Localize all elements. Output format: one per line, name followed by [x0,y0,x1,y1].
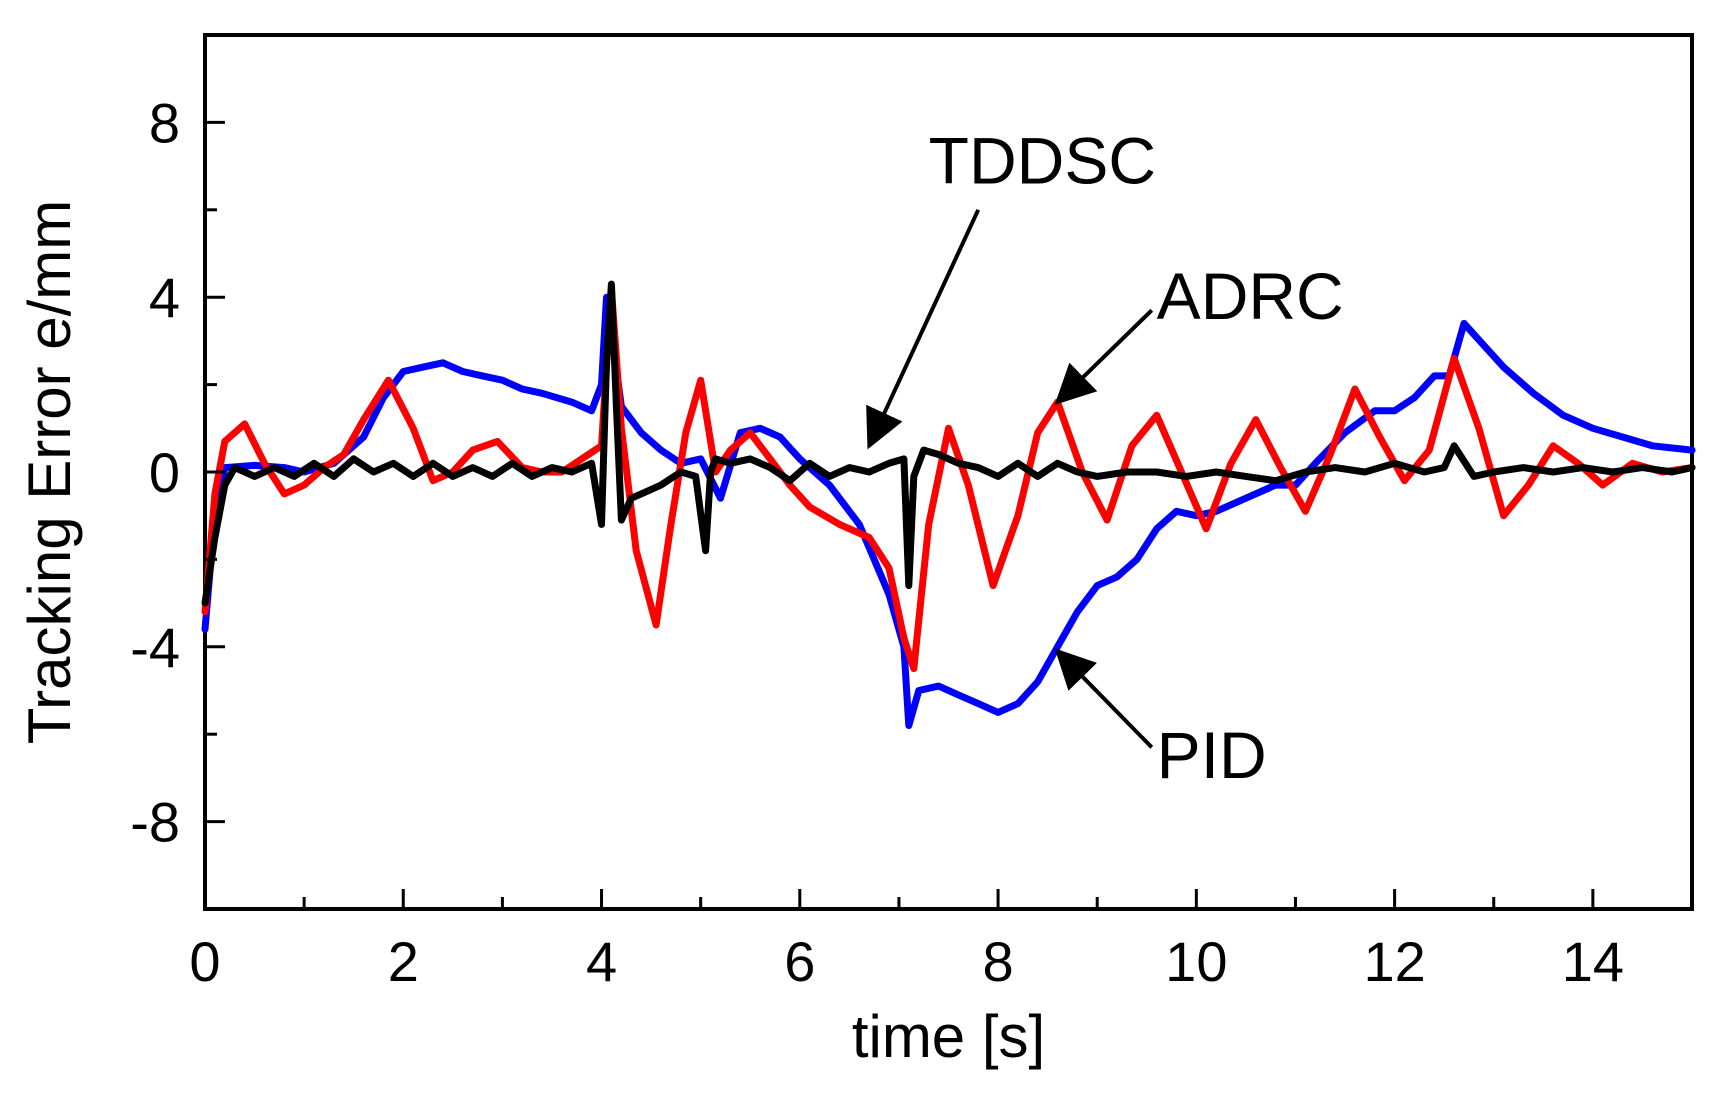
series-line-tddsc [201,280,1696,607]
annotation-arrow-adrc [1054,308,1154,405]
annotation-arrow-pid [1054,648,1154,749]
annotation-label-pid: PID [1157,718,1267,792]
x-tick-label: 12 [1363,930,1425,993]
y-axis-title: Tracking Error e/mm [16,200,83,745]
x-tick-label: 4 [586,930,617,993]
y-tick-label: 4 [149,266,180,329]
y-tick-label: -8 [130,791,180,854]
x-tick-label: 10 [1165,930,1227,993]
annotation-label-tddsc: TDDSC [929,124,1156,198]
axis-ticks: 0 2 4 6 8 10 12 14 -8 -4 0 4 8 [130,91,1624,993]
series-layer [201,280,1696,729]
x-tick-label: 0 [189,930,220,993]
annotation-label-adrc: ADRC [1157,259,1344,333]
x-tick-label: 6 [784,930,815,993]
series-line-pid [201,293,1696,729]
y-tick-label: 0 [149,441,180,504]
annotation-arrow-tddsc [866,208,981,450]
y-tick-label: 8 [149,91,180,154]
series-line-adrc [201,285,1696,673]
x-tick-label: 8 [982,930,1013,993]
x-axis-title: time [s] [852,1003,1045,1070]
x-tick-label: 14 [1562,930,1624,993]
y-tick-label: -4 [130,616,180,679]
x-tick-label: 2 [388,930,419,993]
